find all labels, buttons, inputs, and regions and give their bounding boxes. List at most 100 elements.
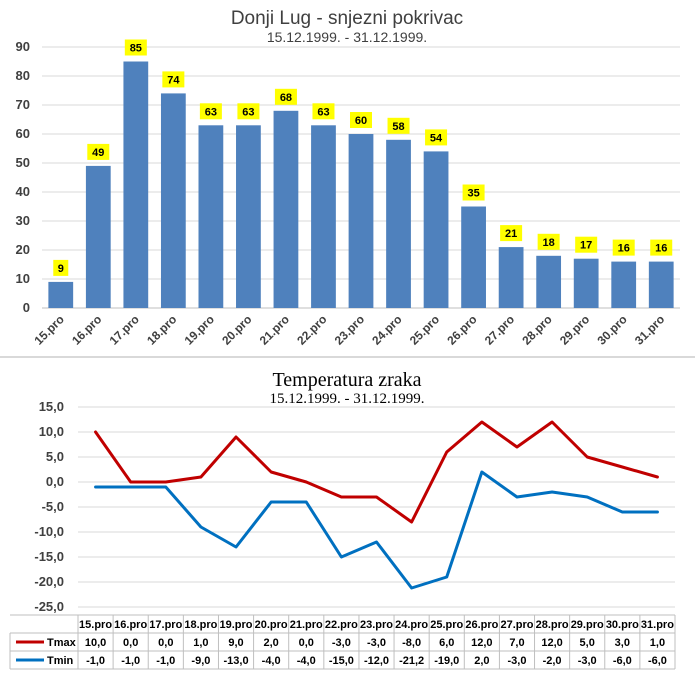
table-header-cell: 17.pro (149, 619, 182, 631)
data-label: 63 (317, 106, 329, 118)
data-label-bg (500, 225, 523, 242)
table-header-cell: 25.pro (430, 619, 463, 631)
table-cell: -6,0 (613, 655, 632, 667)
table-cell: -4,0 (297, 655, 316, 667)
data-label-bg (425, 129, 448, 146)
data-label-bg (87, 143, 110, 160)
bar (85, 165, 111, 308)
data-label: 16 (618, 243, 630, 255)
table-cell: -21,2 (399, 655, 424, 667)
y-tick-label: 20 (16, 242, 30, 257)
data-label-bg (274, 88, 297, 105)
table-header-cell: 15.pro (79, 619, 112, 631)
data-label: 63 (205, 106, 217, 118)
x-tick-label: 16.pro (69, 312, 104, 347)
table-cell: -13,0 (223, 655, 248, 667)
series-line-tmax (94, 420, 659, 524)
bar (648, 261, 674, 308)
table-cell: -6,0 (648, 655, 667, 667)
table-cell: 12,0 (541, 637, 562, 649)
table-cell: -12,0 (364, 655, 389, 667)
data-label-bg (350, 112, 372, 128)
y-tick-label: 10,0 (39, 424, 64, 439)
table-cell: -19,0 (434, 655, 459, 667)
bar (273, 110, 299, 308)
bar (423, 151, 449, 308)
table-header-cell: 28.pro (536, 619, 569, 631)
table-cell: -1,0 (86, 655, 105, 667)
y-tick-label: 90 (16, 39, 30, 54)
x-tick-label: 28.pro (519, 312, 554, 347)
data-label: 63 (242, 106, 254, 118)
y-tick-label: 30 (16, 213, 30, 228)
snow-cover-svg: Donji Lug - snjezni pokrivac15.12.1999. … (16, 8, 680, 348)
snow-cover-chart: Donji Lug - snjezni pokrivac 15.12.1999. … (15, 8, 680, 348)
data-label-bg (387, 117, 410, 134)
data-label-bg (53, 259, 69, 276)
table-cell: -8,0 (402, 637, 421, 649)
table-cell: -4,0 (262, 655, 281, 667)
table-cell: -3,0 (578, 655, 597, 667)
bar (48, 281, 74, 308)
x-tick-label: 22.pro (294, 312, 329, 347)
data-label: 18 (543, 237, 555, 249)
y-tick-label: 10 (16, 271, 30, 286)
x-tick-label: 20.pro (219, 312, 254, 347)
y-tick-label: -15,0 (34, 549, 64, 564)
table-cell: 7,0 (509, 637, 524, 649)
table-cell: 1,0 (650, 637, 665, 649)
data-label: 21 (505, 228, 517, 240)
y-tick-label: 80 (16, 68, 30, 83)
table-cell: 0,0 (123, 637, 138, 649)
bar (160, 93, 186, 309)
data-label-bg (462, 184, 485, 201)
data-label: 68 (280, 92, 292, 104)
table-cell: -3,0 (507, 655, 526, 667)
table-cell: -1,0 (156, 655, 175, 667)
bar (311, 125, 336, 308)
table-header-cell: 23.pro (360, 619, 393, 631)
table-cell: -15,0 (329, 655, 354, 667)
y-tick-label: 50 (16, 155, 30, 170)
series-line-tmin (94, 470, 659, 590)
chart-subtitle: 15.12.1999. - 31.12.1999. (270, 391, 425, 407)
x-tick-label: 23.pro (332, 312, 367, 347)
table-header-cell: 30.pro (606, 619, 639, 631)
y-tick-label: 0 (23, 300, 30, 315)
table-cell: -1,0 (121, 655, 140, 667)
chart-divider (0, 356, 695, 358)
data-label: 60 (355, 115, 367, 127)
y-tick-label: 40 (16, 184, 30, 199)
y-tick-label: -10,0 (34, 524, 64, 539)
table-cell: -3,0 (367, 637, 386, 649)
x-tick-label: 18.pro (144, 312, 179, 347)
data-label-bg (199, 103, 222, 120)
table-header-cell: 16.pro (114, 619, 147, 631)
data-label: 54 (430, 132, 443, 144)
table-cell: 1,0 (193, 637, 208, 649)
table-cell: 2,0 (263, 637, 278, 649)
table-cell: 10,0 (85, 637, 106, 649)
data-label-bg (124, 39, 147, 56)
table-cell: 9,0 (228, 637, 243, 649)
table-header-cell: 22.pro (325, 619, 358, 631)
table-header-cell: 27.pro (500, 619, 533, 631)
data-label: 49 (92, 147, 104, 159)
legend-label: Tmax (47, 637, 77, 649)
x-tick-label: 19.pro (182, 312, 217, 347)
data-label-bg (162, 71, 185, 88)
x-tick-label: 21.pro (257, 312, 292, 347)
table-cell: 0,0 (299, 637, 314, 649)
bar (236, 125, 261, 308)
y-tick-label: 70 (16, 97, 30, 112)
data-label: 17 (580, 240, 592, 252)
chart-title: Donji Lug - snjezni pokrivac (231, 8, 463, 29)
chart-subtitle: 15.12.1999. - 31.12.1999. (267, 29, 427, 45)
x-tick-label: 24.pro (369, 312, 404, 347)
table-header-cell: 26.pro (465, 619, 498, 631)
bar (123, 61, 149, 308)
x-tick-label: 29.pro (557, 312, 592, 347)
table-cell: 5,0 (580, 637, 595, 649)
table-header-cell: 20.pro (255, 619, 288, 631)
table-cell: 6,0 (439, 637, 454, 649)
